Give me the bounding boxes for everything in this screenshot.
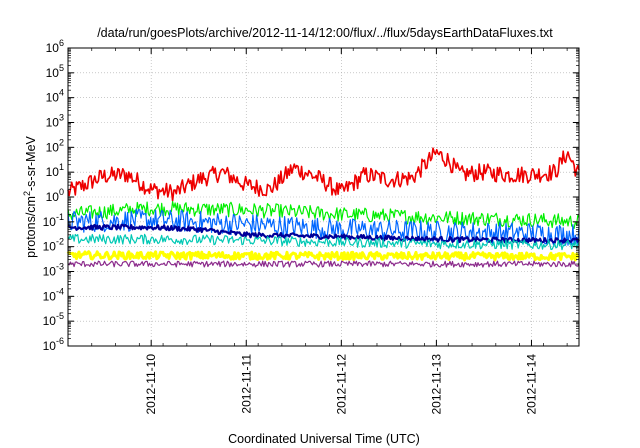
y-tick-exponent: -4 xyxy=(56,286,64,296)
y-tick-label: 10-4 xyxy=(43,286,64,303)
y-tick-label: 101 xyxy=(46,162,64,179)
y-tick-label: 105 xyxy=(46,63,64,80)
x-tick-label: 2012-11-12 xyxy=(334,354,348,415)
y-tick-exponent: 2 xyxy=(59,137,64,147)
axis-ticks xyxy=(67,47,579,347)
y-tick-base: 10 xyxy=(46,140,60,154)
x-tick-label: 2012-11-14 xyxy=(524,354,538,415)
y-tick-exponent: -1 xyxy=(56,212,64,222)
y-tick-exponent: -3 xyxy=(56,262,64,272)
series-line xyxy=(66,250,580,262)
y-tick-exponent: 4 xyxy=(59,88,64,98)
y-tick-exponent: 6 xyxy=(59,38,64,48)
y-tick-label: 103 xyxy=(46,113,64,130)
y-tick-exponent: -2 xyxy=(56,237,64,247)
y-tick-base: 10 xyxy=(46,66,60,80)
series-line xyxy=(67,260,580,268)
x-tick-label: 2012-11-11 xyxy=(239,354,253,414)
series-layer xyxy=(66,147,580,268)
y-tick-label: 10-6 xyxy=(43,336,64,353)
y-tick-label: 10-2 xyxy=(43,237,64,254)
y-tick-label: 10-3 xyxy=(43,262,64,279)
y-tick-base: 10 xyxy=(43,215,57,229)
y-tick-exponent: 0 xyxy=(59,187,64,197)
series-line xyxy=(67,147,580,202)
chart-title: /data/run/goesPlots/archive/2012-11-14/1… xyxy=(97,26,553,40)
x-tick-label: 2012-11-13 xyxy=(429,354,443,415)
y-tick-exponent: 1 xyxy=(59,162,64,172)
y-tick-base: 10 xyxy=(43,314,57,328)
series-line xyxy=(67,233,580,251)
y-tick-label: 100 xyxy=(46,187,64,204)
y-tick-label: 10-1 xyxy=(43,212,64,229)
y-tick-exponent: 3 xyxy=(59,113,64,123)
y-axis-label-sup: 2 xyxy=(22,191,32,196)
y-tick-base: 10 xyxy=(43,339,57,353)
grid-lines xyxy=(68,48,579,346)
y-axis-label: protons/cm2-s-sr-MeV xyxy=(22,135,38,257)
x-axis-label: Coordinated Universal Time (UTC) xyxy=(228,432,420,446)
y-tick-base: 10 xyxy=(46,41,60,55)
y-tick-label: 102 xyxy=(46,137,64,154)
y-tick-base: 10 xyxy=(46,190,60,204)
y-tick-label: 10-5 xyxy=(43,311,64,328)
y-tick-base: 10 xyxy=(46,165,60,179)
y-tick-label: 106 xyxy=(46,38,64,55)
y-axis-label-post: -s-sr-MeV xyxy=(24,135,38,191)
series-line xyxy=(67,223,580,244)
y-tick-base: 10 xyxy=(43,240,57,254)
y-tick-base: 10 xyxy=(43,265,57,279)
y-tick-base: 10 xyxy=(43,289,57,303)
y-tick-exponent: -5 xyxy=(56,311,64,321)
y-tick-exponent: -6 xyxy=(56,336,64,346)
x-tick-labels: 2012-11-10 2012-11-11 2012-11-12 2012-11-13… xyxy=(144,354,538,415)
y-tick-base: 10 xyxy=(46,91,60,105)
x-tick-label: 2012-11-10 xyxy=(144,354,158,415)
y-tick-base: 10 xyxy=(46,116,60,130)
y-tick-label: 104 xyxy=(46,88,64,105)
series-line xyxy=(67,201,580,229)
y-tick-labels: 10-610-510-410-310-210-11001011021031041… xyxy=(43,38,64,353)
y-axis-label-pre: protons/cm xyxy=(24,196,38,258)
y-tick-exponent: 5 xyxy=(59,63,64,73)
